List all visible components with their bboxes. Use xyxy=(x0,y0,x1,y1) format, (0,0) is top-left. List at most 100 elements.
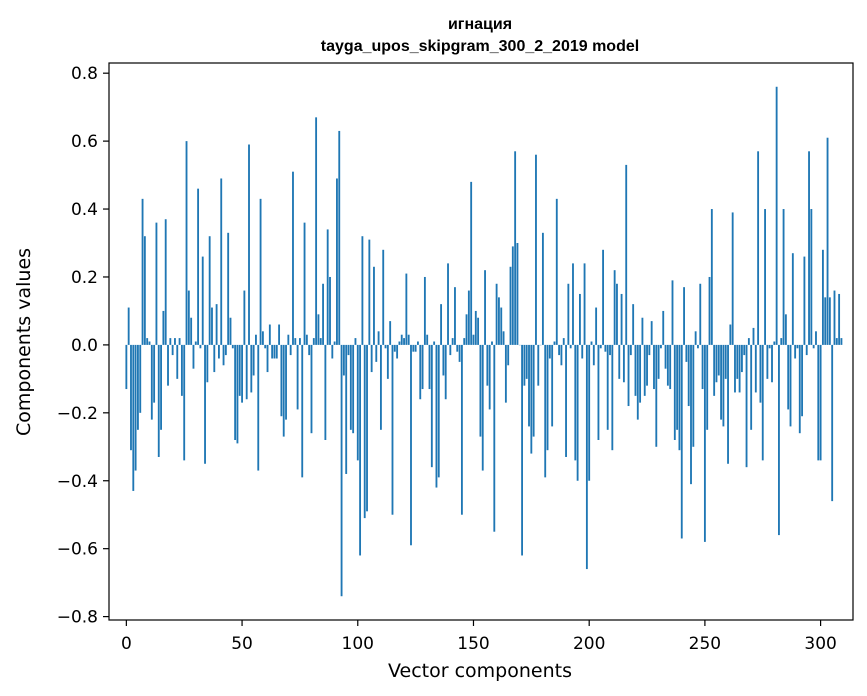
bar-49 xyxy=(238,344,241,396)
bar-106 xyxy=(370,344,373,373)
bar-144 xyxy=(458,344,461,362)
bar-127 xyxy=(419,344,422,400)
bar-97 xyxy=(349,344,352,430)
bar-213 xyxy=(618,344,621,379)
bar-117 xyxy=(396,344,399,359)
bar-159 xyxy=(493,344,496,532)
bar-182 xyxy=(546,344,549,451)
bar-260 xyxy=(727,344,729,464)
bar-139 xyxy=(447,263,449,345)
bar-15 xyxy=(160,344,162,430)
bar-264 xyxy=(736,344,739,379)
bar-107 xyxy=(373,266,375,345)
bar-85 xyxy=(322,283,324,345)
bar-256 xyxy=(717,344,720,376)
bar-37 xyxy=(211,307,213,345)
bar-231 xyxy=(660,344,662,349)
bar-244 xyxy=(690,344,692,485)
bar-184 xyxy=(551,344,554,427)
bar-11 xyxy=(150,344,153,420)
bar-9 xyxy=(146,338,149,345)
bar-46 xyxy=(231,344,234,349)
bar-207 xyxy=(604,344,607,352)
bar-275 xyxy=(761,344,764,461)
bar-8 xyxy=(143,236,146,345)
bar-38 xyxy=(213,344,216,373)
bar-197 xyxy=(581,344,584,359)
x-tick-label: 150 xyxy=(457,634,489,654)
bar-280 xyxy=(773,341,776,345)
bar-30 xyxy=(194,341,197,345)
bar-297 xyxy=(812,344,815,349)
bar-268 xyxy=(745,344,748,468)
bar-7 xyxy=(141,198,144,345)
bar-284 xyxy=(782,209,785,345)
bar-68 xyxy=(282,344,285,437)
chart-subtitle: tayga_upos_skipgram_300_2_2019 model xyxy=(321,38,639,55)
bar-128 xyxy=(421,344,424,390)
bar-224 xyxy=(643,344,646,396)
bar-147 xyxy=(465,314,468,345)
bar-279 xyxy=(771,344,773,383)
bar-157 xyxy=(488,344,491,410)
bar-219 xyxy=(632,304,635,345)
chart-title: игнация xyxy=(448,16,512,33)
bar-72 xyxy=(292,171,294,345)
bar-178 xyxy=(537,344,540,386)
bar-82 xyxy=(315,117,318,345)
bar-308 xyxy=(838,293,841,345)
bar-263 xyxy=(734,344,736,393)
bar-76 xyxy=(301,344,304,478)
bar-277 xyxy=(766,344,769,379)
bar-111 xyxy=(382,249,385,345)
bar-1 xyxy=(127,307,130,345)
bar-125 xyxy=(414,344,417,352)
bar-152 xyxy=(477,317,480,345)
bar-102 xyxy=(361,236,364,345)
bar-28 xyxy=(190,317,193,345)
bar-217 xyxy=(627,344,630,407)
bar-61 xyxy=(266,344,269,373)
bar-32 xyxy=(199,344,202,349)
y-tick-label: −0.4 xyxy=(57,472,98,492)
bar-176 xyxy=(532,344,535,437)
bar-131 xyxy=(428,344,431,390)
bar-95 xyxy=(345,344,348,474)
bar-269 xyxy=(747,338,750,345)
bar-285 xyxy=(784,314,787,345)
bar-91 xyxy=(336,178,338,345)
bar-41 xyxy=(220,178,223,345)
bar-289 xyxy=(794,344,797,359)
bar-239 xyxy=(678,344,681,451)
bar-60 xyxy=(264,344,267,349)
bar-77 xyxy=(303,222,306,345)
bar-120 xyxy=(403,338,405,345)
bar-45 xyxy=(229,317,232,345)
bar-186 xyxy=(555,198,558,345)
bar-167 xyxy=(511,246,514,345)
bar-42 xyxy=(222,344,225,366)
bar-110 xyxy=(379,344,382,430)
bar-258 xyxy=(722,344,725,427)
bar-242 xyxy=(685,344,688,362)
bar-100 xyxy=(356,344,359,461)
bar-281 xyxy=(775,86,778,345)
bar-18 xyxy=(167,344,169,386)
bar-292 xyxy=(801,344,804,417)
bar-245 xyxy=(692,344,695,447)
bar-118 xyxy=(398,341,401,345)
bar-58 xyxy=(259,198,262,345)
bar-282 xyxy=(778,344,780,536)
y-tick-label: −0.2 xyxy=(57,404,98,424)
bar-151 xyxy=(474,310,477,345)
bar-52 xyxy=(245,344,248,400)
bar-21 xyxy=(174,338,176,345)
bar-181 xyxy=(544,344,547,478)
bar-307 xyxy=(835,338,838,345)
bar-309 xyxy=(840,338,843,345)
bar-64 xyxy=(273,344,276,359)
bar-206 xyxy=(602,249,604,345)
bar-225 xyxy=(646,344,648,386)
bar-54 xyxy=(250,344,253,393)
